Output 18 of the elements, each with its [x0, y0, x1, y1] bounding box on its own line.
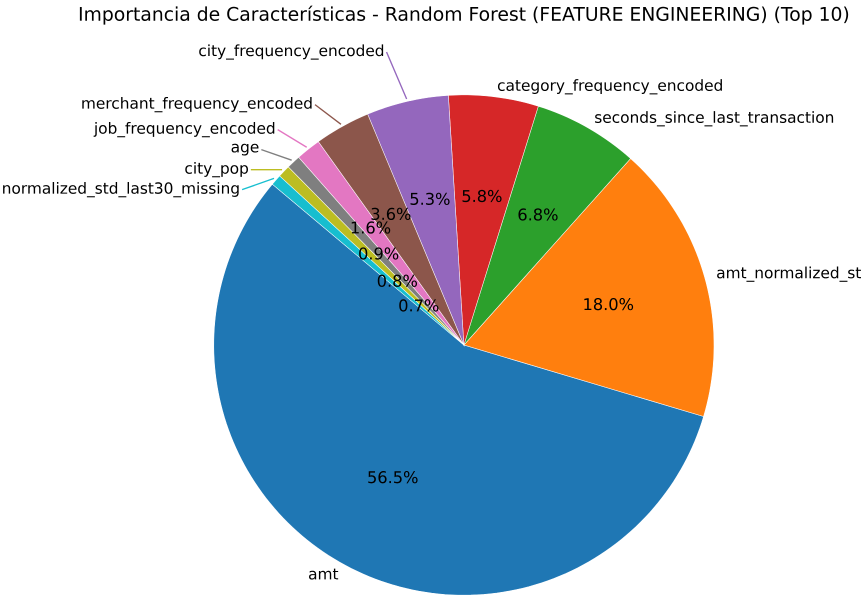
slice-label: age [232, 144, 258, 156]
slice-label: seconds_since_last_transaction [595, 110, 834, 126]
data-label: 56.5% [368, 470, 418, 484]
slice-label: job_frequency_encoded [94, 122, 274, 138]
slice-label: city_pop [185, 162, 248, 178]
slice-label: category_frequency_encoded [498, 78, 722, 94]
chart-title: Importancia de Características - Random Forest (FEATURE ENGINEERING) (Top 10) [80, 5, 848, 24]
slice-label: amt_normalized_st [717, 266, 861, 282]
data-label: 5.8% [462, 190, 502, 202]
slice-label: normalized_std_last30_missing [3, 182, 239, 198]
data-label: 1.6% [352, 221, 390, 234]
data-label: 6.8% [518, 208, 558, 220]
slice-label: city_frequency_encoded [199, 44, 384, 60]
slice-label: merchant_frequency_encoded [82, 96, 312, 112]
data-label: 5.3% [410, 192, 450, 205]
data-label: 18.0% [584, 298, 634, 310]
data-label: 0.8% [378, 274, 417, 287]
slice-label: amt [309, 568, 338, 580]
